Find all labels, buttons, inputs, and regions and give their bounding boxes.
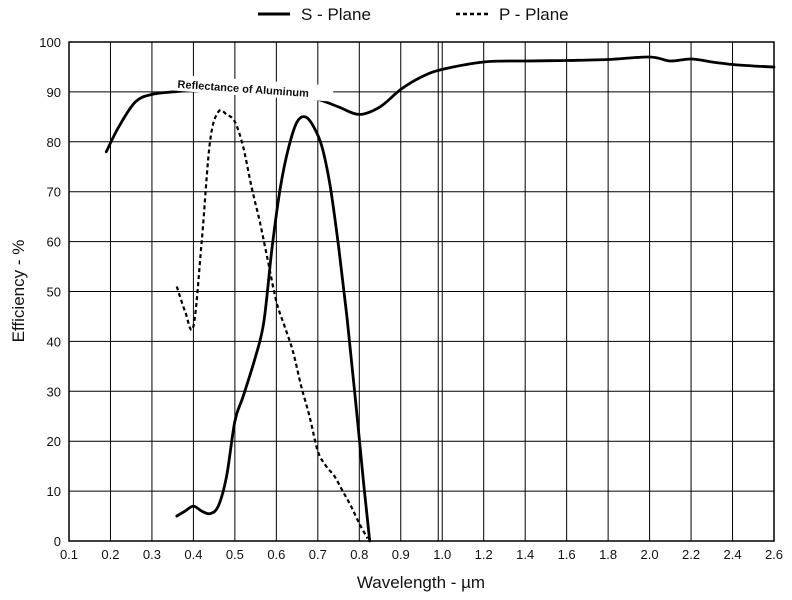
plot-grid bbox=[68, 41, 775, 542]
x-tick-label: 2.6 bbox=[765, 547, 783, 562]
legend-label-p-plane: P - Plane bbox=[499, 5, 569, 24]
x-tick-label: 2.2 bbox=[682, 547, 700, 562]
y-tick-label: 20 bbox=[47, 434, 61, 449]
y-tick-label: 10 bbox=[47, 484, 61, 499]
x-tick-label: 2.0 bbox=[641, 547, 659, 562]
x-tick-label: 0.4 bbox=[184, 547, 202, 562]
p-plane-line bbox=[175, 109, 369, 540]
y-tick-label: 90 bbox=[47, 85, 61, 100]
y-tick-label: 50 bbox=[47, 285, 61, 300]
x-tick-label: 0.5 bbox=[226, 547, 244, 562]
y-tick-label: 40 bbox=[47, 334, 61, 349]
x-tick-label: 0.2 bbox=[101, 547, 119, 562]
x-tick-label: 2.4 bbox=[723, 547, 741, 562]
x-tick-label: 0.9 bbox=[392, 547, 410, 562]
y-axis-label: Efficiency - % bbox=[9, 240, 28, 343]
y-tick-label: 80 bbox=[47, 135, 61, 150]
legend: S - Plane P - Plane bbox=[258, 5, 569, 24]
annotation-background bbox=[152, 73, 334, 102]
x-tick-label: 0.8 bbox=[350, 547, 368, 562]
x-tick-label: 0.7 bbox=[309, 547, 327, 562]
y-tick-label: 0 bbox=[54, 534, 61, 549]
x-tick-label: 1.0 bbox=[433, 547, 451, 562]
x-tick-label: 0.1 bbox=[60, 547, 78, 562]
legend-label-s-plane: S - Plane bbox=[301, 5, 371, 24]
x-tick-label: 1.8 bbox=[599, 547, 617, 562]
tick-labels: 0.1 0.2 0.3 0.4 0.5 0.6 0.7 0.8 0.9 1.0 1.2 1.4 1.6 1… bbox=[39, 35, 783, 562]
x-axis-label: Wavelength - µm bbox=[357, 573, 485, 592]
y-tick-label: 100 bbox=[39, 35, 61, 50]
y-tick-label: 70 bbox=[47, 185, 61, 200]
x-tick-label: 1.2 bbox=[475, 547, 493, 562]
x-tick-label: 0.3 bbox=[143, 547, 161, 562]
x-tick-label: 0.6 bbox=[267, 547, 285, 562]
y-tick-label: 60 bbox=[47, 235, 61, 250]
s-plane-line bbox=[175, 115, 372, 543]
y-tick-label: 30 bbox=[47, 384, 61, 399]
x-tick-label: 1.6 bbox=[558, 547, 576, 562]
x-tick-label: 1.4 bbox=[516, 547, 534, 562]
